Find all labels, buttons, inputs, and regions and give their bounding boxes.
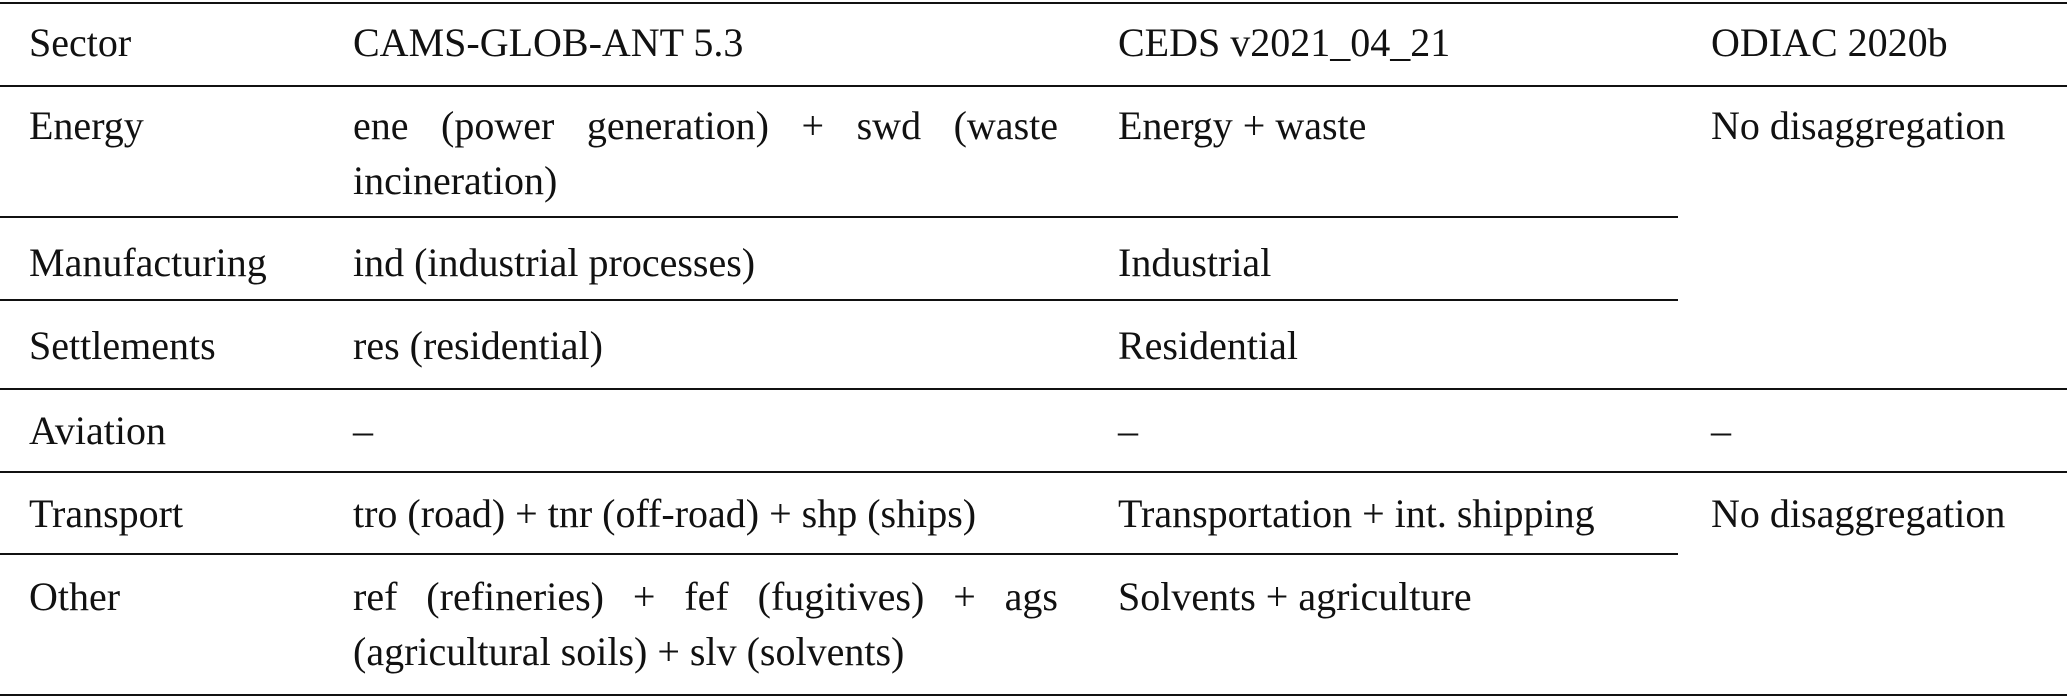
cell: Industrial xyxy=(1118,240,1272,285)
cell: Transportation + int. shipping xyxy=(1118,491,1595,536)
cell: ref (refineries) + fef (fugitives) + ags… xyxy=(353,574,1058,674)
cell: Residential xyxy=(1118,323,1298,368)
cell: No disaggregation xyxy=(1711,103,2006,148)
cell: Energy + waste xyxy=(1118,103,1367,148)
bottom-rule xyxy=(0,694,2067,696)
header-cell: CAMS-GLOB-ANT 5.3 xyxy=(353,20,744,65)
header-rule xyxy=(0,85,2067,87)
cell: – xyxy=(1711,408,1731,453)
cell: ind (industrial processes) xyxy=(353,240,756,285)
top-rule xyxy=(0,2,2067,4)
cell: – xyxy=(353,408,373,453)
cell: – xyxy=(1118,408,1138,453)
cell: Transport xyxy=(29,491,184,536)
cell: Aviation xyxy=(29,408,167,453)
header-cell: Sector xyxy=(29,20,132,65)
cell: Solvents + agriculture xyxy=(1118,574,1472,619)
row-rule xyxy=(0,216,1678,218)
cell: Manufacturing xyxy=(29,240,267,285)
cell: Other xyxy=(29,574,121,619)
cell: No disaggregation xyxy=(1711,491,2006,536)
row-rule xyxy=(0,388,2067,390)
cell: ene (power generation) + swd (waste inci… xyxy=(353,103,1058,203)
header-cell: CEDS v2021_04_21 xyxy=(1118,20,1451,65)
header-cell: ODIAC 2020b xyxy=(1711,20,1948,65)
cell: tro (road) + tnr (off-road) + shp (ships… xyxy=(353,491,977,536)
row-rule xyxy=(0,553,1678,555)
row-rule xyxy=(0,471,2067,473)
cell: Energy xyxy=(29,103,144,148)
cell: res (residential) xyxy=(353,323,603,368)
row-rule xyxy=(0,299,1678,301)
cell: Settlements xyxy=(29,323,216,368)
